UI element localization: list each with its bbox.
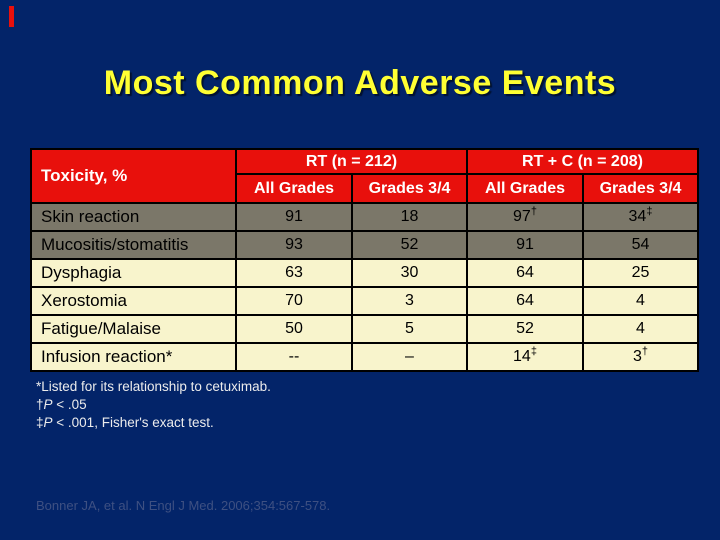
table-cell: 52 xyxy=(351,230,468,260)
row-label: Skin reaction xyxy=(30,202,237,232)
cell-value: 52 xyxy=(516,320,534,337)
table-cell: 25 xyxy=(582,258,699,288)
table-cell: 52 xyxy=(466,314,584,344)
table-cell: 14‡ xyxy=(466,342,584,372)
table-cell: 5 xyxy=(351,314,468,344)
cell-value: 54 xyxy=(631,236,650,253)
table-row-infusion: Infusion reaction* -- – 14‡ 3† xyxy=(30,342,699,372)
table-cell: -- xyxy=(235,342,353,372)
cell-value: 25 xyxy=(631,264,650,281)
table-cell: 54 xyxy=(582,230,699,260)
table-row-fatigue: Fatigue/Malaise 50 5 52 4 xyxy=(30,314,699,344)
column-header-rt-all-grades: All Grades xyxy=(235,173,353,204)
table-cell: 97† xyxy=(466,202,584,232)
footnote-dagger: †P < .05 xyxy=(36,396,271,414)
row-label: Fatigue/Malaise xyxy=(30,314,237,344)
column-header-rtc-all-grades: All Grades xyxy=(466,173,584,204)
table-cell: 18 xyxy=(351,202,468,232)
column-header-rt-grades-34: Grades 3/4 xyxy=(351,173,468,204)
table-header-group-row: Toxicity, % RT (n = 212) RT + C (n = 208… xyxy=(30,148,699,204)
cell-value: 52 xyxy=(400,236,419,253)
footnotes: *Listed for its relationship to cetuxima… xyxy=(36,378,271,432)
table-cell: 93 xyxy=(235,230,353,260)
table-row-mucositis: Mucositis/stomatitis 93 52 91 54 xyxy=(30,230,699,260)
row-label: Mucositis/stomatitis xyxy=(30,230,237,260)
footnote-text: < .05 xyxy=(52,397,87,412)
table-cell: 4 xyxy=(582,314,699,344)
table-cell: 4 xyxy=(582,286,699,316)
table-cell: 3 xyxy=(351,286,468,316)
row-label: Xerostomia xyxy=(30,286,237,316)
cell-value: 91 xyxy=(516,236,534,253)
table-cell: 91 xyxy=(235,202,353,232)
footnote-p: P xyxy=(43,397,53,412)
cell-value: 5 xyxy=(405,320,414,337)
footnote-double-dagger: ‡P < .001, Fisher's exact test. xyxy=(36,414,271,432)
table-cell: 34‡ xyxy=(582,202,699,232)
cell-value: 64 xyxy=(516,264,534,281)
cell-value: 14 xyxy=(513,348,531,365)
cell-value: 64 xyxy=(516,292,534,309)
cell-value: 30 xyxy=(400,264,419,281)
cell-value: 91 xyxy=(285,208,303,225)
column-header-rtc-grades-34: Grades 3/4 xyxy=(582,173,699,204)
table-header-sub-row: All Grades Grades 3/4 All Grades Grades … xyxy=(31,173,699,204)
cell-value: 3 xyxy=(632,348,642,365)
cell-value: -- xyxy=(288,348,300,365)
footnote-symbol: ‡ xyxy=(36,415,44,430)
citation: Bonner JA, et al. N Engl J Med. 2006;354… xyxy=(36,498,331,513)
table-cell: 50 xyxy=(235,314,353,344)
row-label: Dysphagia xyxy=(30,258,237,288)
footnote-text: < .001, Fisher's exact test. xyxy=(52,415,214,430)
footnote-p: P xyxy=(43,415,53,430)
cell-value: 4 xyxy=(636,320,645,337)
table-cell: 64 xyxy=(466,286,584,316)
cell-value: 18 xyxy=(400,208,419,225)
cell-value: 3 xyxy=(405,292,414,309)
table-cell: 70 xyxy=(235,286,353,316)
table-row-skin-reaction: Skin reaction 91 18 97† 34‡ xyxy=(30,202,699,232)
cell-value: 70 xyxy=(285,292,303,309)
footnote-asterisk: *Listed for its relationship to cetuxima… xyxy=(36,379,271,394)
table-cell: 64 xyxy=(466,258,584,288)
red-accent-mark xyxy=(9,6,14,27)
cell-value: 34 xyxy=(628,208,647,225)
footnote-symbol: † xyxy=(36,397,44,412)
row-label: Infusion reaction* xyxy=(30,342,237,372)
column-group-rt-plus-c: RT + C (n = 208) xyxy=(466,148,699,175)
cell-superscript: † xyxy=(530,205,537,218)
cell-value: 4 xyxy=(636,292,645,309)
cell-superscript: ‡ xyxy=(646,205,653,218)
table-row-xerostomia: Xerostomia 70 3 64 4 xyxy=(30,286,699,316)
cell-value: – xyxy=(405,348,414,365)
table-cell: 63 xyxy=(235,258,353,288)
cell-value: 97 xyxy=(513,208,531,225)
cell-value: 63 xyxy=(285,264,303,281)
table-cell: 91 xyxy=(466,230,584,260)
column-group-rt: RT (n = 212) xyxy=(235,148,468,175)
table-cell: 30 xyxy=(351,258,468,288)
slide-title: Most Common Adverse Events xyxy=(103,64,617,102)
column-header-toxicity: Toxicity, % xyxy=(30,148,237,204)
cell-value: 93 xyxy=(285,236,303,253)
cell-superscript: ‡ xyxy=(530,345,537,358)
cell-value: 50 xyxy=(285,320,303,337)
adverse-events-table: Toxicity, % RT (n = 212) RT + C (n = 208… xyxy=(30,148,699,372)
table-cell: – xyxy=(351,342,468,372)
table-row-dysphagia: Dysphagia 63 30 64 25 xyxy=(30,258,699,288)
table-cell: 3† xyxy=(582,342,699,372)
cell-superscript: † xyxy=(641,345,649,358)
